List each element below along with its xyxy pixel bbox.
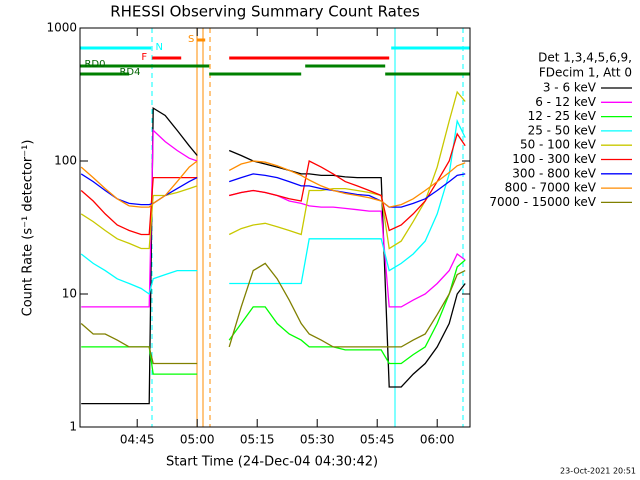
y-tick-label: 1 [69,420,77,434]
series-line [80,173,466,208]
footer: 23-Oct-2021 20:51 [560,467,636,476]
flag-label: RD4 [119,67,140,78]
x-tick-label: 05:15 [240,433,275,447]
flag-label: N [155,42,162,53]
chart-title: RHESSI Observing Summary Count Rates [110,3,420,21]
y-tick-label: 1000 [46,21,77,35]
y-tick-label: 100 [54,154,77,168]
series-line [81,106,466,405]
legend-label: 12 - 25 keV [528,109,597,123]
legend-label: 300 - 800 keV [512,166,596,180]
series-line [80,160,466,208]
x-tick-label: 04:45 [120,433,155,447]
legend-label: 25 - 50 keV [528,123,597,137]
x-tick-label: 05:45 [360,433,395,447]
flag-label: RD0 [84,59,105,70]
legend-label: 100 - 300 keV [512,152,596,166]
x-tick-label: 05:30 [300,433,335,447]
x-tick-label: 06:00 [420,433,455,447]
series-line [80,132,466,236]
legend-label: 800 - 7000 keV [505,181,597,195]
y-tick-label: 10 [62,287,77,301]
series-line [80,262,466,365]
plot-frame [79,27,471,428]
series-line [80,90,466,250]
flag-label: S [188,34,194,45]
series-line [80,118,466,296]
y-axis-label: Count Rate (s⁻¹ detector⁻¹) [21,140,36,317]
legend-label: 3 - 6 keV [543,81,597,95]
legend-label: 50 - 100 keV [520,138,597,152]
legend-label: 7000 - 15000 keV [489,195,596,209]
legend-label: 6 - 12 keV [535,95,597,109]
legend-header: FDecim 1, Att 0 [539,66,632,80]
x-tick-label: 05:00 [180,433,215,447]
legend-header: Det 1,3,4,5,6,9, [538,51,632,65]
flag-label: F [141,52,147,63]
x-axis-label: Start Time (24-Dec-04 04:30:42) [166,455,378,470]
